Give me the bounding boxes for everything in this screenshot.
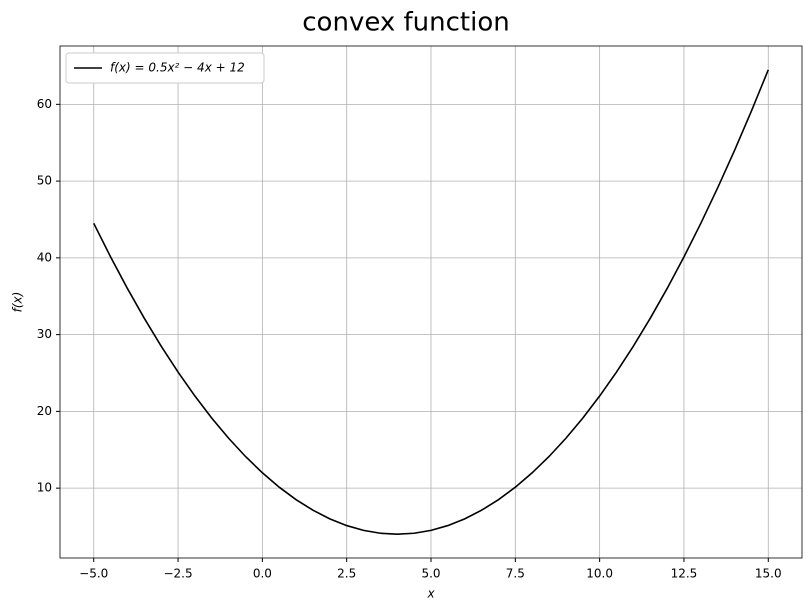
- line: [93, 69, 770, 536]
- legend-box: [65, 52, 265, 84]
- y-tick-label: 50: [37, 174, 52, 188]
- x-tick-label: 7.5: [506, 567, 525, 581]
- x-tick-label: 12.5: [671, 567, 698, 581]
- x-axis-label: x: [426, 587, 435, 601]
- plot-frame: [59, 45, 803, 559]
- y-tick-label: 30: [37, 327, 52, 341]
- y-tick-label: 40: [37, 250, 52, 264]
- x-tick-label: −5.0: [79, 567, 108, 581]
- y-tick-label: 20: [37, 404, 52, 418]
- chart-title: convex function: [302, 8, 509, 38]
- x-tick-label: −2.5: [163, 567, 192, 581]
- y-axis-label: f(x): [11, 292, 25, 313]
- y-tick-label: 60: [37, 97, 52, 111]
- x-tick-label: 2.5: [337, 567, 356, 581]
- x-tick-label: 15.0: [755, 567, 782, 581]
- x-tick-label: 0.0: [253, 567, 272, 581]
- legend-label: f(x) = 0.5x² − 4x + 12: [110, 61, 245, 75]
- x-tick-label: 5.0: [421, 567, 440, 581]
- x-tick-label: 10.0: [586, 567, 613, 581]
- y-tick-label: 10: [37, 481, 52, 495]
